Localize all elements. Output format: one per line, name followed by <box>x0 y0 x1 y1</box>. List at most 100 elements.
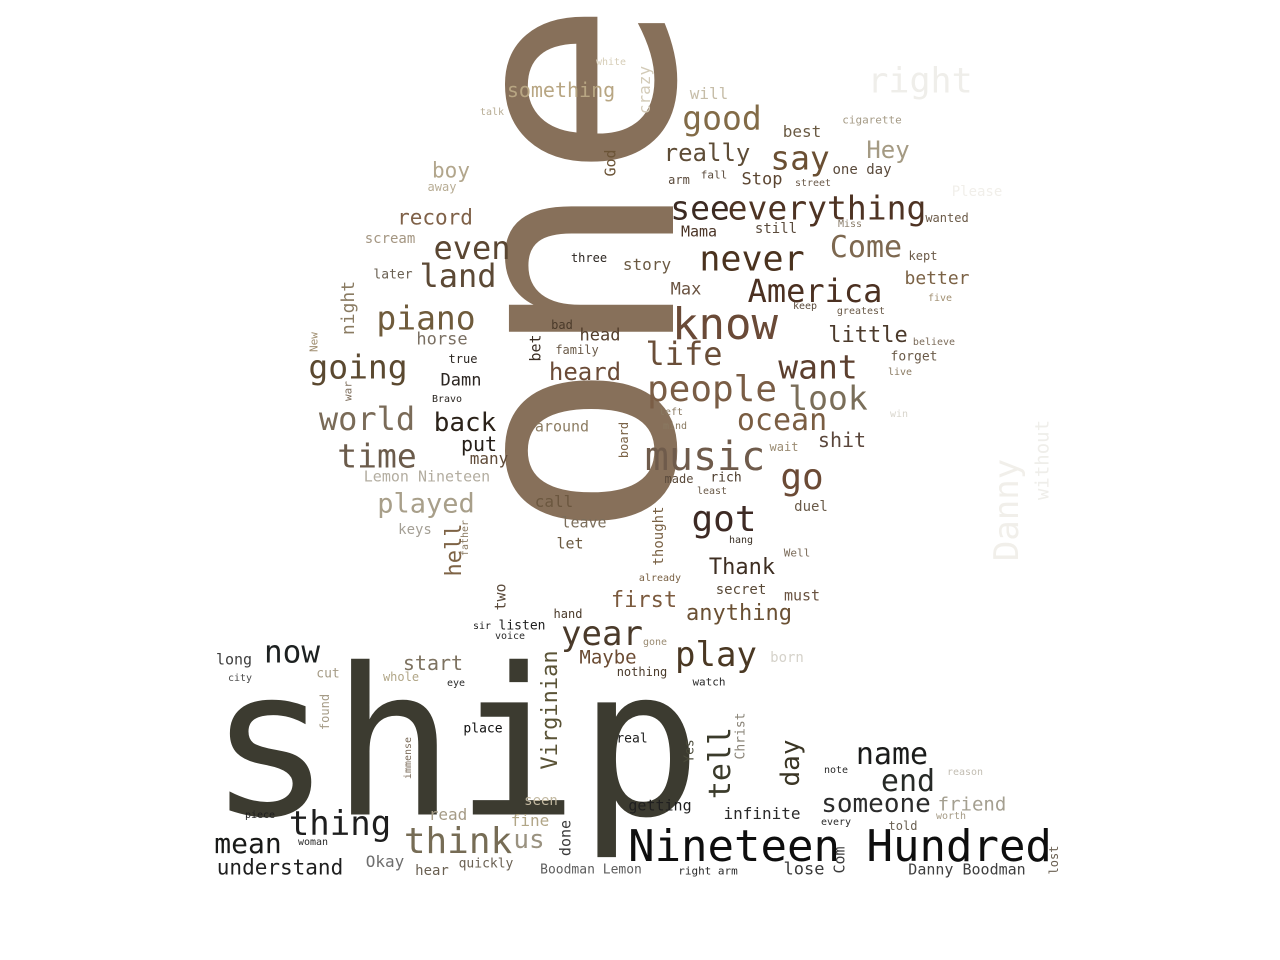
cloud-word: keep <box>792 301 818 312</box>
cloud-word: best <box>782 122 822 141</box>
cloud-word: Damn <box>440 370 482 391</box>
cloud-word: thing <box>288 804 392 844</box>
cloud-word: name <box>855 737 929 772</box>
cloud-word: say <box>770 138 830 178</box>
cloud-word: whole <box>382 670 420 684</box>
cloud-word: record <box>397 205 473 230</box>
cloud-word: music <box>644 434 766 480</box>
cloud-word: family <box>555 343 599 357</box>
cloud-word: cigarette <box>842 113 902 127</box>
cloud-word: immense <box>403 736 414 780</box>
cloud-word: go <box>780 457 824 498</box>
cloud-word: world <box>318 400 416 438</box>
cloud-word: leave <box>561 513 607 532</box>
cloud-word: scream <box>364 231 416 247</box>
cloud-word: Danny <box>987 458 1027 562</box>
cloud-word: now <box>264 634 320 671</box>
cloud-word: time <box>337 436 417 476</box>
cloud-word: woman <box>297 837 329 848</box>
cloud-word: war <box>341 381 355 401</box>
cloud-word: away <box>427 180 457 194</box>
cloud-word: seen <box>524 793 558 809</box>
cloud-word: Bravo <box>431 394 463 405</box>
cloud-word: place <box>463 721 503 737</box>
cloud-word: Christ <box>733 712 749 760</box>
cloud-word: lost <box>1047 845 1061 875</box>
cloud-word: someone <box>821 789 931 819</box>
cloud-word: played <box>377 488 475 520</box>
cloud-word: back <box>433 408 497 438</box>
cloud-word: first <box>610 588 678 613</box>
cloud-word: Maybe <box>579 646 637 669</box>
cloud-word: Hey <box>866 136 910 164</box>
cloud-word: really <box>663 139 751 167</box>
cloud-word: voice <box>494 631 526 642</box>
cloud-word: fine <box>510 811 550 830</box>
cloud-word: must <box>783 586 821 605</box>
cloud-word: already <box>638 573 682 584</box>
cloud-word: horse <box>416 329 468 350</box>
cloud-word: forget <box>890 349 938 365</box>
cloud-word: little <box>828 323 908 348</box>
cloud-word: arm <box>668 173 690 187</box>
cloud-word: later <box>373 267 413 283</box>
cloud-word: worth <box>935 811 967 822</box>
cloud-word: never <box>699 239 805 280</box>
cloud-word: shit <box>817 428 867 452</box>
cloud-word: duel <box>794 499 828 515</box>
cloud-word: quickly <box>458 856 514 872</box>
cloud-word: right <box>867 61 973 102</box>
cloud-word: think <box>403 821 513 862</box>
cloud-word: got <box>691 499 757 540</box>
cloud-word: still <box>754 221 798 237</box>
cloud-word: heard <box>548 358 622 386</box>
cloud-word: secret <box>715 582 767 598</box>
cloud-word: hear <box>415 863 449 879</box>
cloud-word: head <box>579 325 621 346</box>
cloud-word: piano <box>376 298 476 338</box>
cloud-word: play <box>675 635 757 675</box>
cloud-word: put <box>460 432 498 456</box>
cloud-word: people <box>646 369 778 410</box>
cloud-word: wanted <box>925 211 969 225</box>
cloud-word: Stop <box>741 169 783 190</box>
cloud-word: found <box>318 693 332 731</box>
cloud-word: year <box>561 614 643 654</box>
cloud-word: believe <box>912 337 956 348</box>
cloud-word: talk <box>479 107 505 118</box>
cloud-word: real <box>616 731 648 747</box>
cloud-word: land <box>419 257 497 295</box>
cloud-word: born <box>770 650 804 666</box>
cloud-word: us <box>513 825 545 855</box>
cloud-word: Nineteen Hundred <box>628 821 1052 872</box>
cloud-word: life <box>645 335 723 373</box>
cloud-word: father <box>460 519 471 557</box>
cloud-word: Miss <box>837 219 863 230</box>
cloud-word: greatest <box>836 306 886 317</box>
cloud-word: listen <box>498 618 546 634</box>
cloud-word: city <box>227 673 253 684</box>
cloud-word: mind <box>662 421 688 432</box>
cloud-word: two <box>491 583 510 611</box>
cloud-word: Danny Boodman <box>908 860 1026 879</box>
cloud-word: note <box>823 765 849 776</box>
cloud-word: call <box>534 492 574 511</box>
cloud-word: thought <box>651 506 667 566</box>
cloud-word: every <box>820 817 852 828</box>
cloud-word: left <box>658 407 684 418</box>
cloud-word: true <box>448 352 478 366</box>
cloud-word: made <box>664 472 694 486</box>
cloud-word: tell <box>703 726 738 800</box>
cloud-word: anything <box>686 601 792 626</box>
cloud-word: New <box>307 332 321 352</box>
cloud-word: one day <box>832 162 892 178</box>
cloud-word: understand <box>216 855 344 880</box>
cloud-word: street <box>794 178 832 189</box>
cloud-word: let <box>556 534 584 553</box>
cloud-word: Thank <box>708 555 776 580</box>
cloud-word: cut <box>316 666 340 682</box>
cloud-word: better <box>904 268 970 289</box>
cloud-word: look <box>788 378 868 418</box>
cloud-word: America <box>747 272 883 310</box>
